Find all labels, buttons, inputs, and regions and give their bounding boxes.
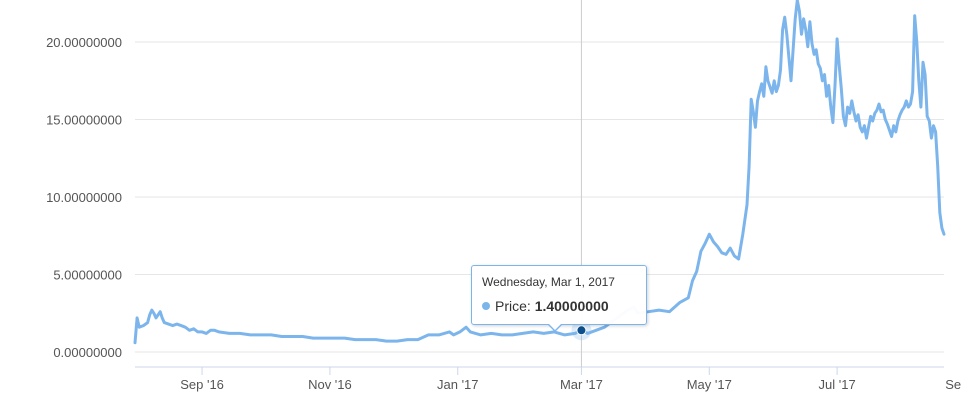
tooltip: Wednesday, Mar 1, 2017 Price: 1.40000000 [471, 265, 647, 325]
tooltip-arrow-fill [548, 323, 562, 330]
x-tick-label: Sep '16 [180, 377, 224, 392]
series-dot-icon [482, 302, 490, 310]
price-series-line[interactable] [133, 0, 946, 345]
hover-point-marker[interactable] [576, 325, 587, 336]
x-axis: Sep '16 Nov '16 Jan '17 Mar '17 May '17 Jul '… [180, 367, 961, 392]
y-tick-label: 0.00000000 [53, 345, 122, 360]
y-tick-label: 10.00000000 [46, 190, 122, 205]
tooltip-row: Price: 1.40000000 [482, 297, 636, 315]
tooltip-label: Price: [495, 298, 531, 314]
x-tick-label: Nov '16 [308, 377, 352, 392]
x-tick-label: Sep '17 [945, 377, 961, 392]
tooltip-value: 1.40000000 [534, 298, 609, 314]
tooltip-date: Wednesday, Mar 1, 2017 [482, 275, 615, 289]
y-tick-label: 20.00000000 [46, 35, 122, 50]
x-tick-label: Mar '17 [560, 377, 603, 392]
x-tick-label: Jan '17 [437, 377, 479, 392]
grid-lines [135, 41, 944, 353]
x-tick-label: May '17 [687, 377, 732, 392]
x-tick-label: Jul '17 [819, 377, 856, 392]
y-tick-label: 15.00000000 [46, 113, 122, 128]
y-axis: 0.00000000 5.00000000 10.00000000 15.000000… [46, 35, 122, 360]
y-tick-label: 5.00000000 [53, 268, 122, 283]
